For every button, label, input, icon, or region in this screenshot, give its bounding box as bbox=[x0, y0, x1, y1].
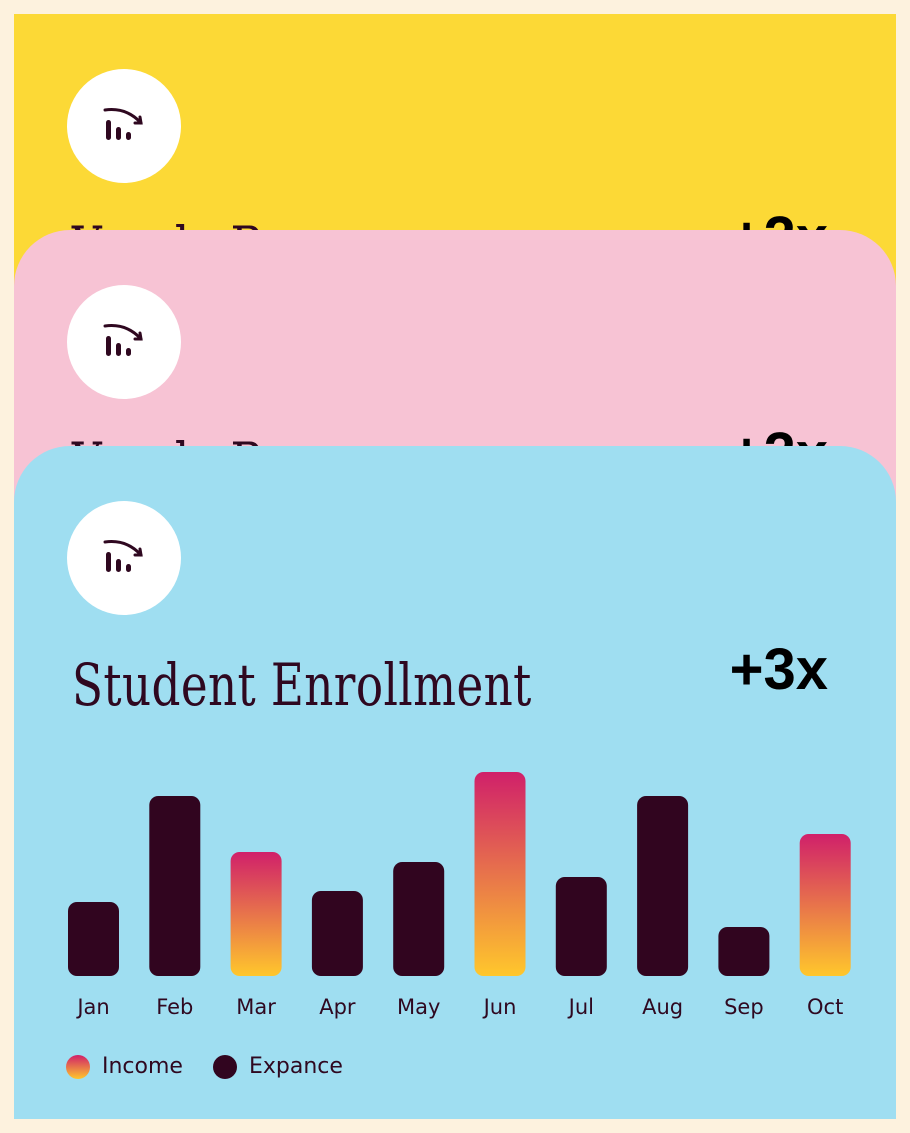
bar-jun[interactable] bbox=[474, 772, 526, 976]
growth-stat: +3x bbox=[729, 637, 828, 702]
legend-item-income[interactable]: Income bbox=[66, 1054, 183, 1079]
tick-label-oct: Oct bbox=[807, 995, 843, 1019]
tick-label-jul: Jul bbox=[567, 995, 594, 1019]
bar-jul[interactable] bbox=[555, 877, 607, 976]
bar-apr[interactable] bbox=[311, 891, 363, 976]
bar-sep[interactable] bbox=[718, 927, 770, 976]
legend-label-income: Income bbox=[102, 1054, 183, 1079]
tick-label-mar: Mar bbox=[236, 995, 276, 1019]
legend-item-expance[interactable]: Expance bbox=[212, 1054, 343, 1079]
chart-decline-icon bbox=[67, 501, 181, 615]
legend-swatch-income bbox=[66, 1054, 90, 1079]
chart-title: Student Enrollment bbox=[72, 651, 532, 719]
tick-label-aug: Aug bbox=[642, 995, 683, 1019]
chart-decline-icon bbox=[67, 69, 181, 183]
tick-label-jun: Jun bbox=[482, 995, 517, 1019]
cards-frame: Yearly Revenue +2x Yearly Revenue +2x St… bbox=[14, 14, 896, 1119]
bar-aug[interactable] bbox=[637, 796, 689, 976]
tick-label-feb: Feb bbox=[156, 995, 193, 1019]
tick-label-sep: Sep bbox=[724, 995, 764, 1019]
student-enrollment-card[interactable]: Student Enrollment +3x Jan Feb Mar Apr May Ju… bbox=[14, 446, 896, 1119]
bar-may[interactable] bbox=[393, 862, 445, 976]
tick-label-may: May bbox=[397, 995, 440, 1019]
enrollment-bar-chart: Jan Feb Mar Apr May Jun Jul Aug Sep Oct bbox=[68, 772, 851, 1019]
chart-legend: Income Expance bbox=[66, 1054, 373, 1079]
legend-label-expance: Expance bbox=[248, 1054, 343, 1079]
bar-oct[interactable] bbox=[799, 834, 851, 976]
x-tick-labels: Jan Feb Mar Apr May Jun Jul Aug Sep Oct bbox=[75, 995, 843, 1019]
bar-mar[interactable] bbox=[230, 852, 282, 976]
bars-group bbox=[68, 772, 851, 976]
bar-jan[interactable] bbox=[68, 902, 119, 976]
legend-swatch-expance bbox=[212, 1054, 237, 1079]
tick-label-apr: Apr bbox=[319, 995, 356, 1019]
bar-feb[interactable] bbox=[149, 796, 201, 976]
tick-label-jan: Jan bbox=[75, 995, 109, 1019]
chart-decline-icon bbox=[67, 285, 181, 399]
